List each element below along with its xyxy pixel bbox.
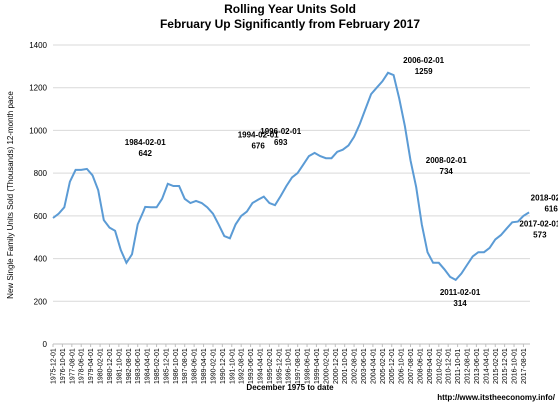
x-tick-label: 1981-10-01 [116,348,123,384]
x-tick-label: 2010-12-01 [446,348,453,384]
annotation-date: 1984-02-01 [125,138,166,147]
x-tick-label: 1999-04-01 [314,348,321,384]
x-tick-label: 1991-10-01 [229,348,236,384]
x-tick-label: 2016-10-01 [512,348,519,384]
data-line [52,71,530,282]
x-tick-label: 2013-06-01 [474,348,481,384]
x-tick-label: 1985-02-01 [154,348,161,384]
y-tick-label: 200 [34,297,48,306]
x-tick-label: 1995-02-01 [267,348,274,384]
x-tick-label: 2000-02-01 [323,348,330,384]
x-tick-label: 1986-10-01 [173,348,180,384]
x-tick-label: 2011-10-01 [455,349,462,384]
x-tick-label: 2015-12-01 [502,348,509,384]
annotation-value: 573 [533,231,547,240]
x-tick-label: 1980-02-01 [98,348,105,384]
x-tick-label: 2005-02-01 [380,348,387,384]
annotation-value: 314 [453,299,467,308]
y-tick-label: 800 [34,169,48,178]
x-tick-label: 1987-08-01 [182,348,189,384]
x-tick-label: 2012-08-01 [465,348,472,384]
x-tick-label: 1997-08-01 [295,348,302,384]
annotation-date: 1996-02-01 [260,127,301,136]
x-tick-label: 1978-06-01 [79,348,86,384]
y-tick-label: 1000 [29,126,47,135]
x-tick-label: 2003-06-01 [361,348,368,384]
x-tick-label: 2000-12-01 [333,348,340,384]
chart-title: Rolling Year Units Sold [224,2,356,16]
x-tick-label: 2004-04-01 [370,348,377,384]
annotation-value: 1259 [415,67,433,76]
y-tick-label: 1400 [29,41,47,50]
annotation-date: 2011-02-01 [440,288,481,297]
x-tick-label: 1984-04-01 [145,348,152,384]
x-tick-label: 1995-12-01 [276,348,283,384]
y-tick-label: 0 [43,340,48,349]
x-tick-label: 1994-04-01 [257,348,264,384]
annotation-value: 676 [251,142,265,151]
x-tick-label: 2001-10-01 [342,348,349,384]
annotation-date: 2018-02-01 [531,193,558,202]
x-tick-label: 2014-04-01 [483,348,490,384]
annotation-value: 734 [440,167,454,176]
x-tick-label: 1975-12-01 [51,348,58,384]
x-tick-label: 2002-08-01 [352,348,359,384]
y-tick-label: 600 [34,212,48,221]
x-tick-label: 1996-10-01 [286,348,293,384]
source: http://www.itstheeconomy.info/ [437,393,556,402]
x-tick-label: 2006-10-01 [399,348,406,384]
x-tick-label: 2017-08-01 [521,348,528,384]
annotation-date: 2017-02-01 [519,220,558,229]
x-tick-label: 2015-02-01 [493,348,500,384]
x-tick-label: 2010-02-01 [436,348,443,384]
x-axis-title: December 1975 to date [246,383,334,392]
x-tick-label: 1989-04-01 [201,348,208,384]
x-tick-label: 1998-06-01 [305,348,312,384]
x-tick-label: 2008-06-01 [417,348,424,384]
annotation-value: 642 [139,149,153,158]
x-tick-label: 1988-06-01 [192,348,199,384]
x-tick-label: 1983-06-01 [135,348,142,384]
annotation-date: 2008-02-01 [426,156,467,165]
x-tick-label: 2009-04-01 [427,348,434,384]
y-tick-label: 1200 [29,84,47,93]
y-axis-title: New Single Family Units Sold (Thousands)… [6,91,15,299]
x-tick-label: 1990-12-01 [220,348,227,384]
x-tick-label: 1976-10-01 [60,348,67,384]
x-tick-label: 1977-08-01 [69,348,76,384]
x-tick-label: 1990-02-01 [210,348,217,384]
annotation-date: 1994-02-01 [238,131,279,140]
chart-subtitle: February Up Significantly from February … [160,17,420,31]
x-tick-label: 1982-08-01 [126,348,133,384]
y-tick-label: 400 [34,255,48,264]
x-tick-label: 1980-12-01 [107,348,114,384]
x-tick-label: 1992-08-01 [239,348,246,384]
x-tick-label: 2005-12-01 [389,348,396,384]
x-tick-label: 1985-12-01 [163,348,170,384]
x-tick-label: 1993-06-01 [248,348,255,384]
x-tick-label: 1979-04-01 [88,348,95,384]
x-tick-label: 2007-08-01 [408,348,415,384]
annotation-value: 693 [274,138,288,147]
annotation-value: 616 [544,204,558,213]
annotation-date: 2006-02-01 [403,56,444,65]
